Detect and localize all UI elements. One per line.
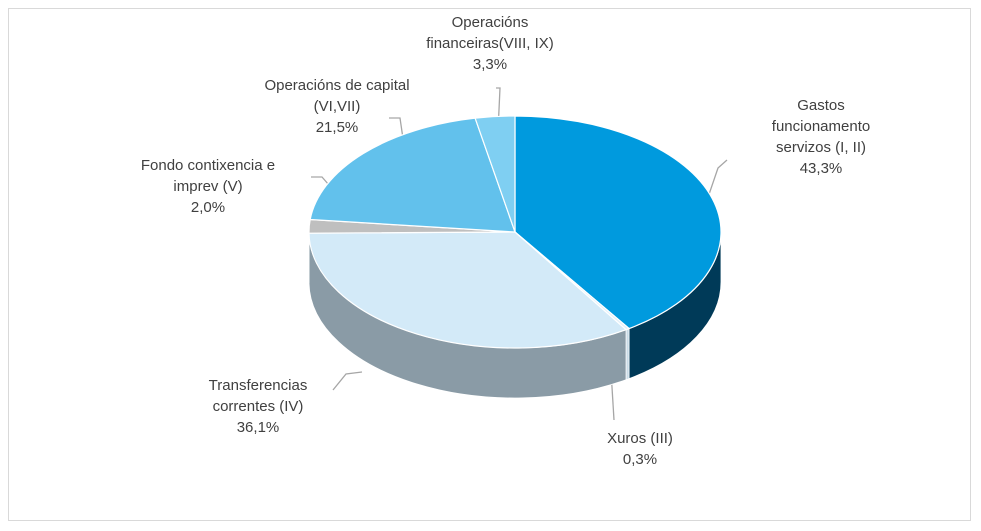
value-label: 2,0% xyxy=(190,199,226,216)
pie-slice xyxy=(308,231,628,349)
slice-label: Gastos funcionamento servizos (I, II) 43,… xyxy=(746,95,896,179)
slice-label: Xuros (III) 0,3% xyxy=(565,428,715,470)
leader-line xyxy=(332,371,363,391)
pie-slice xyxy=(309,117,516,233)
value-label: 0,3% xyxy=(622,451,658,468)
slice-label: Operacións de capital (VI,VII) 21,5% xyxy=(262,75,412,138)
pie-tops xyxy=(308,115,722,349)
category-name: Gastos funcionamento servizos (I, II) xyxy=(771,97,871,156)
chart-frame xyxy=(8,8,971,521)
pie-slice xyxy=(474,115,516,233)
pie-side xyxy=(625,328,630,381)
slice-label: Operacións financeiras(VIII, IX) 3,3% xyxy=(415,12,565,75)
slice-label: Fondo contixencia e imprev (V) 2,0% xyxy=(128,155,288,218)
value-label: 43,3% xyxy=(799,160,843,177)
category-name: Xuros (III) xyxy=(607,430,673,447)
category-name: Fondo contixencia e imprev (V) xyxy=(140,157,276,195)
slice-label: Transferencias correntes (IV) 36,1% xyxy=(183,375,333,438)
value-label: 3,3% xyxy=(472,56,508,73)
category-name: Operacións de capital (VI,VII) xyxy=(264,77,410,115)
value-label: 21,5% xyxy=(315,119,359,136)
category-name: Operacións financeiras(VIII, IX) xyxy=(426,14,554,52)
category-name: Transferencias correntes (IV) xyxy=(208,377,308,415)
value-label: 36,1% xyxy=(236,419,280,436)
